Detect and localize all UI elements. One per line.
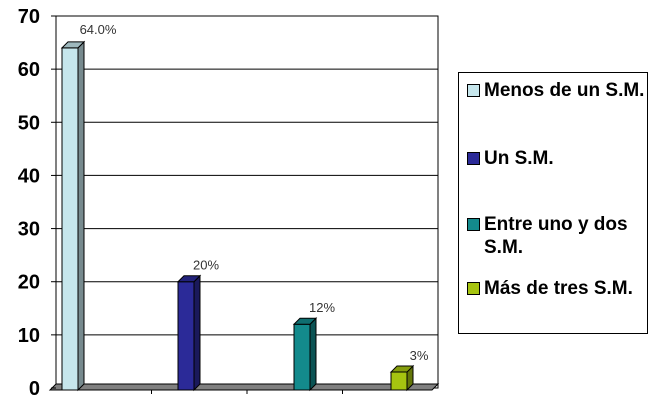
bar-front [177, 281, 195, 391]
legend-swatch-entre [467, 218, 480, 231]
data-label: 20% [193, 258, 219, 273]
plot-area [55, 15, 439, 389]
y-tick-label: 0 [29, 378, 40, 398]
legend-swatch-mas [467, 282, 480, 295]
y-tick-label: 10 [18, 325, 40, 347]
legend-label-un: Un S.M. [484, 148, 554, 169]
bar-top [176, 275, 202, 283]
chart-floor [48, 383, 440, 391]
y-tick-label: 70 [18, 6, 40, 28]
legend-label-mas: Más de tres S.M. [484, 278, 633, 299]
bar-top [389, 365, 415, 373]
data-label: 12% [309, 300, 335, 315]
y-tick-label: 40 [18, 165, 40, 187]
plot-frame [55, 15, 439, 389]
legend-label-entre: Entre uno y dos S.M. [484, 214, 628, 258]
y-tick-label: 60 [18, 59, 40, 81]
bar-side [193, 274, 201, 392]
bar-side [309, 317, 317, 392]
bars [60, 40, 415, 392]
legend-swatch-un [467, 152, 480, 165]
floor-top [48, 383, 440, 391]
data-labels: 64.0% 20% 12% 3% [80, 22, 429, 363]
bar-front [390, 371, 408, 391]
y-tick-label: 30 [18, 219, 40, 241]
y-tick-label: 50 [18, 112, 40, 134]
bar-top [60, 41, 86, 49]
bar-front [293, 323, 311, 391]
bar-top [292, 317, 318, 325]
y-axis: 0 10 20 30 40 50 60 70 [18, 6, 56, 398]
data-label: 64.0% [80, 22, 117, 37]
legend-swatch-menos [467, 84, 480, 97]
data-label: 3% [410, 348, 429, 363]
y-tick-label: 20 [18, 272, 40, 294]
bar-side [77, 40, 85, 392]
bar-front [61, 47, 79, 391]
legend-label-menos: Menos de un S.M. [484, 80, 645, 101]
legend: Menos de un S.M. Un S.M. Entre uno y dos… [458, 72, 648, 334]
